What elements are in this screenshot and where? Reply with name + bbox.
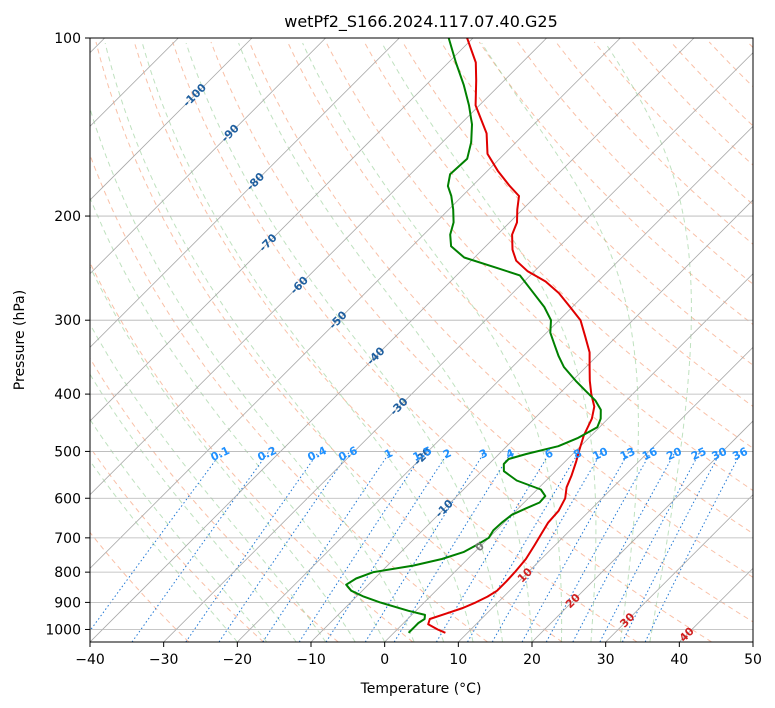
isotherm-line [90,38,253,201]
isotherm-line [531,420,753,642]
mixing-ratio-line [218,451,351,642]
dry-adiabat-line [95,41,563,642]
mixing-ratio-label: 30 [710,445,730,463]
moist-adiabat-line [90,418,268,642]
isotherm-line [90,38,547,496]
mixing-ratio-line [545,451,652,642]
mixing-ratio-line [621,451,722,642]
isotherm-line [90,38,326,275]
mixing-ratio-line [262,451,391,642]
mixing-ratio-label: 20 [664,445,684,463]
isotherm-line [163,52,753,642]
moist-adiabat-line [302,42,563,642]
isotherm-line [458,346,753,642]
moist-adiabat-line [238,42,533,642]
x-tick-label: 0 [380,652,389,668]
dry-adiabat-line [555,41,753,245]
isotherm-line [90,38,400,348]
y-tick-label: 100 [54,31,81,47]
x-axis-title: Temperature (°C) [360,681,482,697]
dry-adiabat-line [90,357,339,642]
mixing-ratio-label: 36 [730,445,750,463]
moist-adiabat-line [90,373,297,642]
x-tick-label: 40 [670,652,688,668]
dewpoint-trace [345,38,602,634]
isotherm-line [605,494,753,642]
dry-adiabat-line [593,41,753,206]
y-tick-label: 900 [54,595,81,611]
dry-adiabat-line [440,41,753,366]
dry-adiabat-line [363,41,753,449]
mixing-ratio-line [325,451,450,642]
y-axis: 100 200 300 400 500 600 700 800 900 1000 [45,31,90,638]
isotherm-line [90,38,695,642]
dry-adiabat-line [90,531,190,642]
x-tick-label: 50 [744,652,762,668]
moist-adiabat-line [605,42,692,642]
dry-adiabat-line [172,41,712,642]
x-tick-label: 20 [523,652,541,668]
y-tick-label: 200 [54,209,81,225]
y-tick-label: 600 [54,491,81,507]
y-tick-label: 700 [54,531,81,547]
x-tick-label: −40 [75,652,105,668]
moist-adiabat-line [481,42,639,642]
y-tick-label: 1000 [45,622,81,638]
isotherm-line [237,125,753,642]
mixing-ratio-line [572,451,676,642]
background-lines [90,38,753,642]
mixing-ratio-line [185,451,320,642]
moist-adiabat-line [90,460,238,642]
y-tick-label: 300 [54,313,81,329]
y-tick-label: 400 [54,387,81,403]
y-tick-label: 800 [54,565,81,581]
dry-adiabat-line [478,41,753,326]
dry-adiabat-line [517,41,753,285]
profile-traces [345,38,602,634]
y-tick-label: 500 [54,444,81,460]
dry-adiabat-line [248,41,753,578]
dry-adiabat-line [90,153,488,642]
mixing-ratio-label: 25 [689,445,708,463]
x-tick-label: 10 [449,652,467,668]
mixing-ratio-label: 10 [591,445,611,463]
chart-title: wetPf2_S166.2024.117.07.40.G25 [284,12,558,32]
dry-adiabat-line [287,41,753,535]
x-tick-label: −10 [296,652,326,668]
mixing-ratio-label: 16 [640,445,660,463]
x-axis: −40 −30 −20 −10 0 10 20 30 40 50 [75,642,762,668]
temperature-trace [427,38,596,634]
isotherm-line [90,38,474,422]
isotherm-line [90,38,621,569]
dry-adiabat-line [325,41,753,492]
isotherm-line [310,199,753,642]
x-tick-label: −20 [223,652,253,668]
dry-adiabat-line [632,41,753,166]
mixing-ratio-line [393,451,513,642]
mixing-ratio-label: 13 [618,445,637,463]
isotherm-line [384,273,753,642]
moist-adiabat-line [90,196,386,642]
isotherm-lines [90,38,753,642]
plot-frame [89,37,754,643]
pressure-gridlines [90,38,753,630]
x-tick-label: 30 [597,652,615,668]
mixing-ratio-line [644,451,742,642]
moist-adiabat-line [381,42,597,642]
moist-adiabat-line [90,265,356,642]
moist-adiabat-line [104,42,445,642]
mixing-ratio-line [521,451,630,642]
mixing-ratio-line [298,451,425,642]
y-axis-title: Pressure (hPa) [12,290,28,390]
mixing-ratio-line [90,451,223,632]
x-tick-label: −30 [149,652,179,668]
